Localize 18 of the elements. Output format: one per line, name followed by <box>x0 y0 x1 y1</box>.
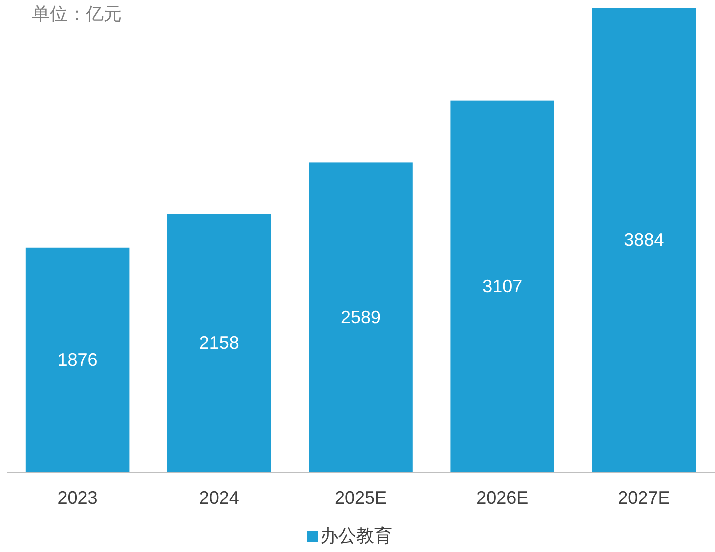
legend: 办公教育 <box>308 526 392 546</box>
bar <box>309 162 413 472</box>
data-label: 3107 <box>482 276 523 296</box>
bar <box>168 214 272 472</box>
x-tick-label: 2023 <box>58 488 98 508</box>
bar <box>26 248 130 472</box>
x-tick-label: 2024 <box>199 488 240 508</box>
x-tick-label: 2025E <box>334 488 388 508</box>
bar <box>592 8 696 472</box>
data-label: 3884 <box>624 230 664 250</box>
x-tick-label: 2026E <box>476 488 529 508</box>
y-axis-title: 单位：亿元 <box>32 4 122 24</box>
x-tick-label: 2027E <box>618 488 670 508</box>
bar <box>450 100 554 472</box>
data-label: 2589 <box>340 307 382 328</box>
data-label: 2158 <box>199 333 240 354</box>
data-label: 1876 <box>58 350 98 370</box>
legend-label: 办公教育 <box>320 526 392 546</box>
